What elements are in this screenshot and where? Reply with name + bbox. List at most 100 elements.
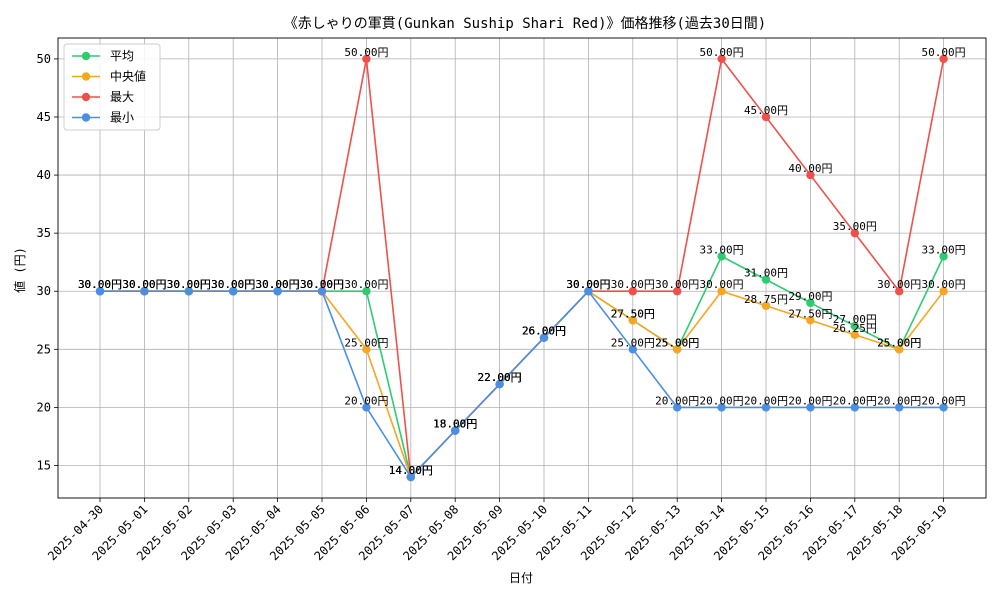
data-label-3: 30.00円 [877, 278, 921, 291]
data-label-1: 25.00円 [877, 336, 921, 349]
series-line-4 [100, 290, 944, 479]
data-label-3: 30.00円 [78, 278, 122, 291]
legend-label: 最大 [110, 90, 134, 104]
data-label-2: 30.00円 [300, 278, 344, 291]
series-layer [95, 54, 948, 482]
data-label-1: 33.00円 [922, 243, 966, 256]
data-label-4: 20.00円 [655, 394, 699, 407]
data-label-3: 14.00円 [389, 464, 433, 477]
legend-label: 平均 [110, 49, 134, 63]
data-label-4: 22.00円 [478, 371, 522, 384]
data-label-2: 30.00円 [256, 278, 300, 291]
x-axis-title: 日付 [509, 571, 533, 585]
data-point-2 [761, 301, 771, 310]
chart-title: 《赤しゃりの軍貫(Gunkan Suship Shari Red)》価格推移(過… [284, 16, 766, 32]
data-label-3: 26.00円 [522, 325, 566, 338]
data-point-1 [939, 252, 948, 261]
data-label-4: 20.00円 [833, 394, 877, 407]
y-tick-label: 40 [37, 168, 51, 182]
data-point-3 [850, 228, 859, 238]
data-point-4 [317, 287, 327, 296]
y-tick-label: 25 [37, 342, 51, 356]
data-point-4 [184, 287, 193, 296]
data-label-3: 30.00円 [611, 278, 655, 291]
data-point-3 [806, 170, 815, 180]
legend-box [63, 43, 161, 131]
data-label-4: 20.00円 [344, 394, 388, 407]
data-label-3: 45.00円 [744, 104, 788, 117]
data-point-4 [895, 403, 904, 412]
data-point-3 [717, 54, 726, 64]
data-point-4 [761, 403, 771, 412]
data-point-4 [939, 403, 948, 412]
data-point-4 [850, 403, 859, 412]
data-label-1: 30.00円 [78, 278, 122, 291]
data-label-3: 30.00円 [300, 278, 344, 291]
data-point-2 [717, 287, 726, 296]
data-label-2: 26.25円 [833, 322, 877, 335]
data-point-2 [895, 345, 904, 354]
legend-label: 中央値 [110, 69, 146, 84]
data-label-1: 30.00円 [122, 278, 166, 291]
data-label-2: 30.00円 [922, 278, 966, 291]
data-label-2: 22.00円 [478, 371, 522, 384]
data-label-3: 50.00円 [344, 46, 388, 59]
data-point-1 [850, 321, 859, 331]
data-point-3 [761, 112, 771, 122]
legend-marker [81, 51, 91, 61]
data-label-3: 35.00円 [833, 220, 877, 233]
data-point-2 [362, 345, 371, 354]
data-label-4: 30.00円 [167, 278, 211, 291]
data-label-4: 20.00円 [700, 394, 744, 407]
data-point-1 [717, 252, 726, 261]
data-label-2: 30.00円 [211, 278, 255, 291]
data-label-4: 26.00円 [522, 325, 566, 338]
data-label-4: 30.00円 [566, 278, 610, 291]
data-point-2 [806, 316, 815, 325]
data-point-2 [673, 345, 682, 354]
data-label-3: 30.00円 [211, 278, 255, 291]
y-axis-title: 値 (円) [12, 247, 27, 293]
data-point-4 [495, 379, 504, 389]
data-label-4: 30.00円 [256, 278, 300, 291]
data-label-1: 30.00円 [167, 278, 211, 291]
data-label-3: 40.00円 [788, 162, 832, 175]
data-label-4: 30.00円 [122, 278, 166, 291]
legend-label: 最小 [110, 111, 134, 125]
data-label-3: 30.00円 [655, 278, 699, 291]
data-point-1 [362, 287, 371, 296]
data-point-4 [140, 287, 149, 296]
data-label-2: 25.00円 [655, 336, 699, 349]
data-label-1: 30.00円 [211, 278, 255, 291]
data-point-4 [451, 426, 460, 435]
data-label-1: 30.00円 [566, 278, 610, 291]
data-point-2 [628, 316, 637, 325]
data-label-3: 18.00円 [433, 418, 477, 431]
legend-marker [81, 72, 91, 81]
y-tick-label: 20 [37, 400, 51, 414]
data-label-2: 25.00円 [344, 336, 388, 349]
data-label-2: 27.50円 [788, 307, 832, 320]
data-labels-layer: 30.00円 30.00円 30.00円 30.00円 30.00円 30.00円 30.0… [78, 46, 966, 477]
data-point-3 [895, 287, 904, 296]
data-point-4 [406, 472, 415, 482]
data-label-1: 29.00円 [788, 290, 832, 303]
data-label-2: 26.00円 [522, 325, 566, 338]
data-label-3: 30.00円 [167, 278, 211, 291]
data-label-1: 30.00円 [344, 278, 388, 291]
data-label-4: 20.00円 [877, 394, 921, 407]
data-label-1: 27.50円 [611, 307, 655, 320]
grid-layer [58, 38, 986, 498]
data-label-1: 22.00円 [478, 371, 522, 384]
data-label-4: 14.00円 [389, 464, 433, 477]
data-label-3: 50.00円 [700, 46, 744, 59]
data-label-1: 31.00円 [744, 267, 788, 280]
y-tick-label: 30 [37, 284, 51, 298]
data-point-3 [628, 287, 637, 296]
data-point-4 [628, 345, 637, 354]
y-tick-label: 45 [37, 110, 51, 124]
data-point-4 [584, 287, 593, 296]
